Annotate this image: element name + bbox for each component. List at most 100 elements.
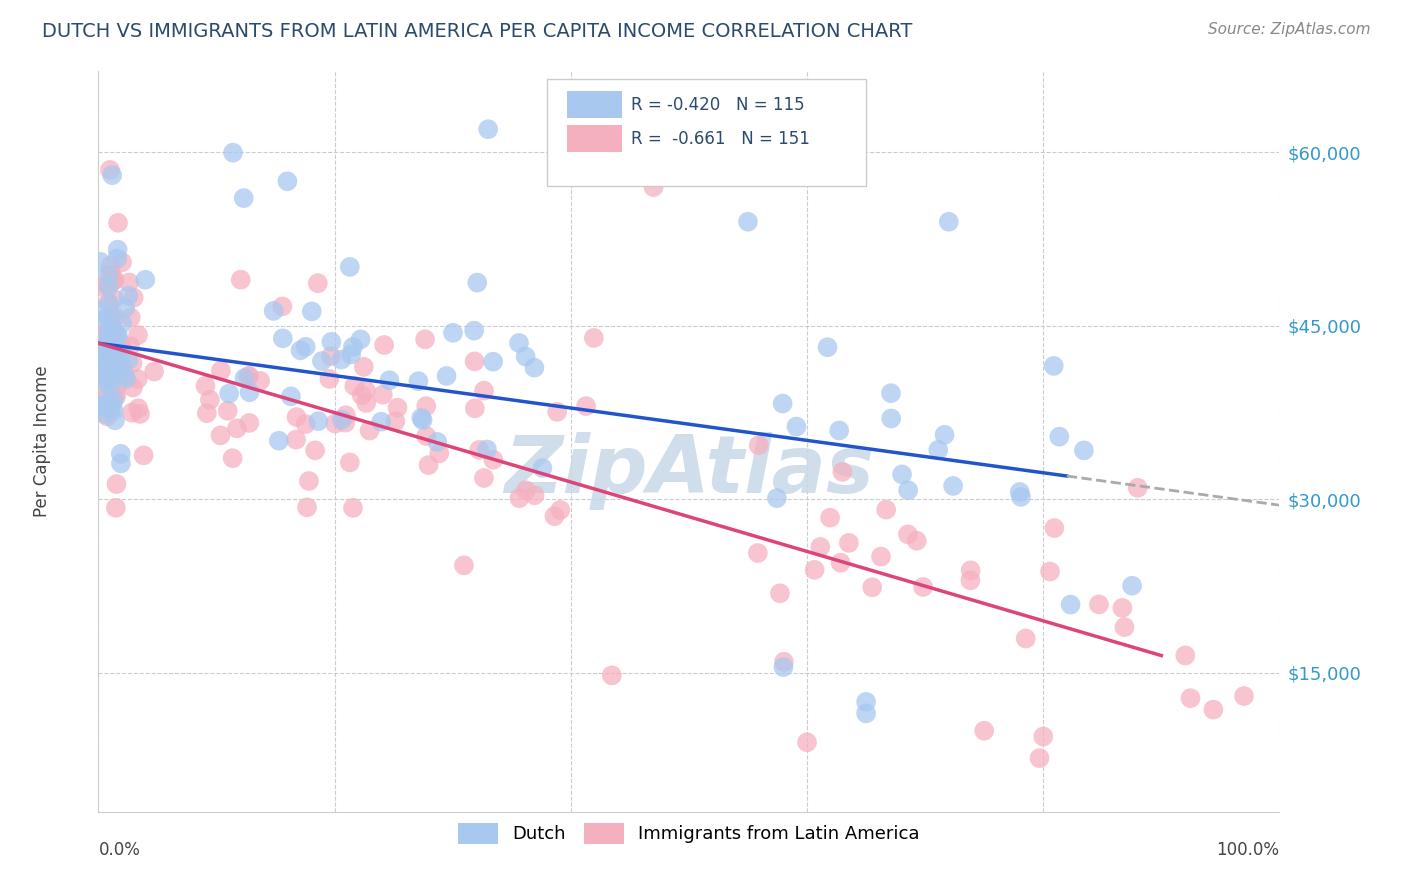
Point [1010, 490, 1032, 504]
Point [772, 396, 794, 410]
Point [477, 122, 499, 136]
Point [117, 353, 139, 368]
Text: Source: ZipAtlas.com: Source: ZipAtlas.com [1208, 22, 1371, 37]
Point [354, 384, 377, 398]
Point [238, 416, 260, 430]
Point [508, 335, 530, 350]
Point [343, 379, 366, 393]
Point [209, 364, 232, 378]
Point [818, 510, 841, 524]
Point [769, 586, 792, 600]
Point [96, 372, 118, 386]
Point [104, 353, 127, 368]
Point [942, 479, 965, 493]
Point [339, 455, 361, 469]
Point [436, 368, 458, 383]
Point [1059, 598, 1081, 612]
Point [115, 372, 138, 386]
Point [340, 347, 363, 361]
Point [267, 434, 290, 448]
Point [828, 424, 851, 438]
Point [280, 389, 302, 403]
Point [285, 433, 308, 447]
Point [880, 411, 903, 425]
Point [91, 364, 114, 378]
Point [263, 304, 285, 318]
Point [98, 380, 121, 394]
Point [1126, 481, 1149, 495]
Point [319, 349, 342, 363]
Point [1042, 359, 1064, 373]
Point [415, 399, 437, 413]
Point [307, 414, 329, 428]
Point [1039, 565, 1062, 579]
Point [1028, 751, 1050, 765]
Point [515, 483, 537, 498]
Point [103, 274, 125, 288]
Point [143, 365, 166, 379]
Point [122, 380, 145, 394]
Point [464, 354, 486, 368]
Point [101, 269, 124, 284]
Point [276, 174, 298, 188]
Point [285, 410, 308, 425]
Point [218, 386, 240, 401]
Point [96, 277, 118, 292]
Point [96, 359, 118, 374]
Point [1174, 648, 1197, 663]
Point [98, 296, 121, 310]
Point [105, 389, 128, 403]
Point [830, 556, 852, 570]
Point [472, 471, 495, 485]
Point [103, 324, 125, 338]
Point [831, 465, 853, 479]
Point [101, 311, 124, 326]
Point [101, 345, 124, 359]
Point [103, 359, 125, 374]
Point [101, 332, 124, 346]
Point [98, 371, 121, 385]
Point [195, 406, 218, 420]
Point [875, 502, 897, 516]
Point [105, 252, 128, 266]
Point [426, 434, 449, 449]
Point [100, 363, 122, 377]
Point [1008, 485, 1031, 500]
Point [111, 367, 134, 381]
Point [772, 660, 794, 674]
Point [546, 405, 568, 419]
Point [294, 417, 316, 431]
Point [1202, 703, 1225, 717]
Point [97, 295, 120, 310]
Point [104, 500, 127, 515]
Point [103, 273, 125, 287]
Text: ZipAtlas: ZipAtlas [503, 432, 875, 510]
Point [97, 369, 120, 384]
Point [120, 310, 142, 325]
Point [271, 331, 294, 345]
Point [330, 413, 353, 427]
Point [1073, 443, 1095, 458]
Point [880, 386, 903, 401]
Point [96, 357, 118, 371]
Point [938, 215, 960, 229]
Point [94, 376, 117, 390]
Point [475, 442, 498, 457]
Point [98, 350, 121, 364]
Point [94, 339, 117, 353]
Point [342, 340, 364, 354]
Point [808, 540, 831, 554]
Point [912, 580, 935, 594]
Point [122, 291, 145, 305]
Point [412, 413, 434, 427]
Point [464, 401, 486, 416]
Point [927, 442, 949, 457]
Point [209, 428, 232, 442]
Point [101, 334, 124, 349]
Point [335, 416, 357, 430]
Point [103, 352, 125, 367]
Point [132, 449, 155, 463]
Point [600, 668, 623, 682]
Point [110, 335, 132, 350]
Point [582, 331, 605, 345]
